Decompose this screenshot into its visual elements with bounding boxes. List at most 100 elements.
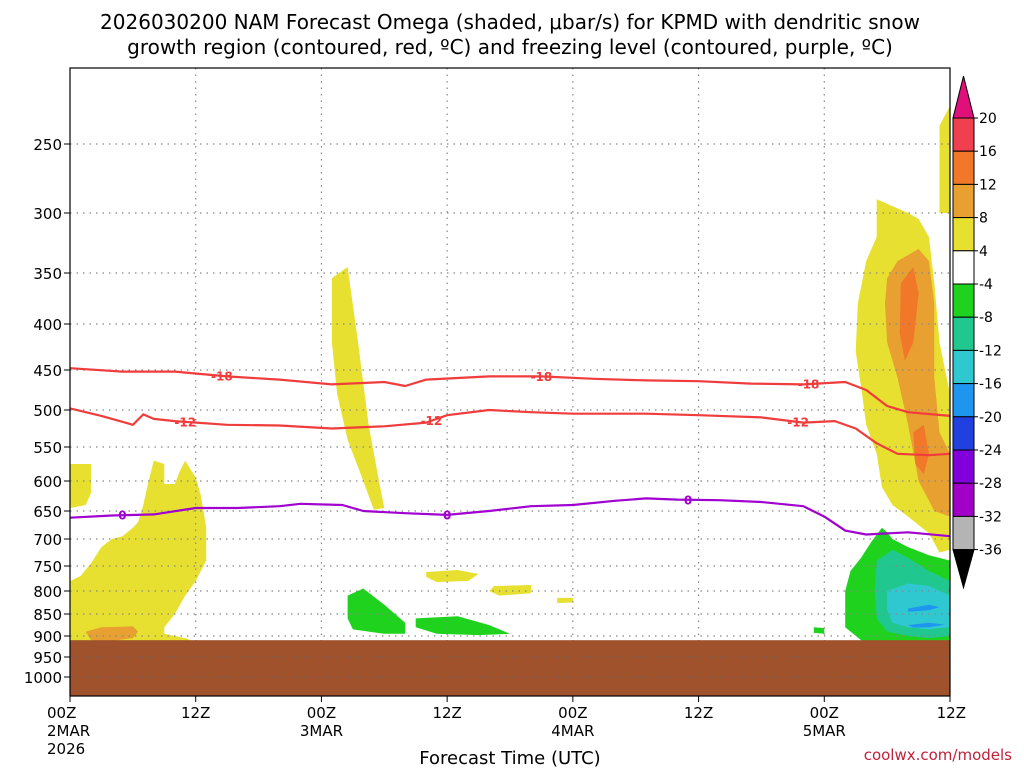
colorbar-segment-11 [952, 482, 975, 517]
omega-region-yellow-left-lower [70, 460, 207, 647]
contour-label-dgz_minus18-2: -18 [798, 378, 820, 392]
contour-label-dgz_minus18-0: -18 [211, 369, 233, 383]
colorbar-label-3: 8 [979, 211, 988, 227]
plot-area: -18 -18 -18 -12 -12 -12 0 0 0 [69, 67, 951, 697]
colorbar-label-5: -4 [979, 277, 993, 293]
y-tick-label-250: 250 [33, 136, 62, 154]
omega-region-yellow-tower [331, 267, 385, 510]
chart-title-line2: growth region (contoured, red, ºC) and f… [127, 35, 893, 59]
omega-region-yellow-left-small [70, 464, 91, 508]
x-tick-label-12: 12Z [181, 704, 210, 722]
x-tick-label-48: 00Z [558, 704, 587, 722]
omega-region-orange-left [85, 626, 139, 641]
colorbar-label-10: -24 [979, 443, 1002, 459]
grid-lines [70, 68, 950, 696]
colorbar-label-7: -12 [979, 343, 1002, 359]
contour-lines: -18 -18 -18 -12 -12 -12 0 0 0 [70, 367, 950, 678]
omega-region-yellow-small-1 [426, 570, 479, 582]
omega-region-yellow-small-3 [557, 597, 573, 603]
contour-label-freezing_0-0: 0 [118, 509, 126, 523]
y-tick-label-750: 750 [33, 558, 62, 576]
colorbar-segment-0 [952, 117, 975, 152]
x-tick-label-36: 12Z [432, 704, 461, 722]
omega-region-green-2 [415, 616, 510, 636]
contour-label-dgz_minus18-1: -18 [531, 370, 553, 384]
colorbar-segment-10 [952, 449, 975, 484]
omega-region-cyan-right [887, 583, 950, 630]
omega-region-blue-right-2 [908, 622, 945, 628]
x-tick-date-72: 5MAR [803, 722, 846, 740]
y-tick-label-500: 500 [33, 402, 62, 420]
y-tick-label-800: 800 [33, 583, 62, 601]
colorbar-segment-8 [952, 383, 975, 418]
plot-frame [69, 67, 951, 697]
y-tick-label-350: 350 [33, 265, 62, 283]
y-tick-label-850: 850 [33, 606, 62, 624]
colorbar-segment-2 [952, 183, 975, 219]
contour-freezing_0 [70, 497, 950, 538]
x-tick-label-72: 00Z [810, 704, 839, 722]
x-axis-label: Forecast Time (UTC) [419, 748, 600, 768]
x-tick-label-60: 12Z [684, 704, 713, 722]
colorbar-label-1: 16 [979, 144, 997, 160]
colorbar-top-arrow [952, 75, 975, 119]
colorbar-segment-7 [952, 349, 975, 385]
colorbar-label-8: -16 [979, 377, 1002, 393]
contour-dgz_minus12 [70, 407, 950, 457]
y-tick-label-450: 450 [33, 362, 62, 380]
colorbar-segment-3 [952, 217, 975, 252]
chart-title-line1: 2026030200 NAM Forecast Omega (shaded, μ… [100, 10, 920, 34]
y-tick-label-1000: 1000 [24, 669, 62, 687]
y-tick-label-700: 700 [33, 531, 62, 549]
x-tick-label-84: 12Z [937, 704, 966, 722]
y-tick-label-650: 650 [33, 503, 62, 521]
ground-below-surface [70, 640, 950, 696]
colorbar-segment-9 [952, 416, 975, 451]
x-tick-date-48: 4MAR [551, 722, 594, 740]
omega-region-darkorange-right-lower [913, 424, 929, 475]
colorbar-label-6: -8 [979, 310, 993, 326]
omega-region-darkorange-right-upper [899, 267, 919, 361]
colorbar-segment-5 [952, 283, 975, 318]
colorbar-label-4: 4 [979, 244, 988, 260]
colorbar-legend: 20 16 12 8 4 -4 -8 -12 -16 -20 -24 -28 -32 -36 [952, 75, 1002, 590]
credit-text: coolwx.com/models [864, 746, 1012, 764]
y-axis: 250 300 350 400 450 500 550 600 650 700 750 800 850 9… [24, 136, 70, 687]
colorbar-label-2: 12 [979, 177, 997, 193]
y-tick-label-900: 900 [33, 628, 62, 646]
contour-dgz_minus18 [70, 367, 950, 417]
omega-region-blue-right-1 [908, 604, 940, 612]
contour-label-dgz_minus12-1: -12 [421, 414, 443, 428]
colorbar-segment-4 [952, 250, 975, 285]
x-tick-label-24: 00Z [307, 704, 336, 722]
omega-region-green-4 [813, 627, 825, 634]
colorbar-bottom-arrow [952, 549, 975, 590]
x-tick-year-0: 2026 [47, 740, 85, 758]
x-tick-date-24: 3MAR [300, 722, 343, 740]
colorbar-segment-12 [952, 515, 975, 551]
contour-label-dgz_minus12-2: -12 [787, 415, 809, 429]
y-tick-label-300: 300 [33, 205, 62, 223]
y-tick-label-600: 600 [33, 473, 62, 491]
y-tick-label-950: 950 [33, 649, 62, 667]
y-tick-label-400: 400 [33, 316, 62, 334]
colorbar-segment-6 [952, 316, 975, 351]
omega-region-yellow-small-2 [489, 585, 531, 596]
x-tick-label-0: 00Z [47, 704, 76, 722]
y-tick-label-550: 550 [33, 439, 62, 457]
omega-region-yellow-right-edge [939, 106, 950, 213]
omega-region-green-1 [347, 588, 406, 634]
colorbar-label-11: -28 [979, 476, 1002, 492]
contour-label-dgz_minus12-0: -12 [174, 415, 196, 429]
colorbar-label-0: 20 [979, 111, 997, 127]
colorbar-label-12: -32 [979, 509, 1002, 525]
x-tick-date-0: 2MAR [47, 722, 90, 740]
omega-shading [70, 106, 950, 649]
contour-label-freezing_0-1: 0 [443, 508, 451, 522]
colorbar-label-13: -36 [979, 543, 1002, 559]
colorbar-segment-1 [952, 150, 975, 185]
colorbar-label-9: -20 [979, 410, 1002, 426]
contour-label-freezing_0-2: 0 [684, 493, 692, 507]
